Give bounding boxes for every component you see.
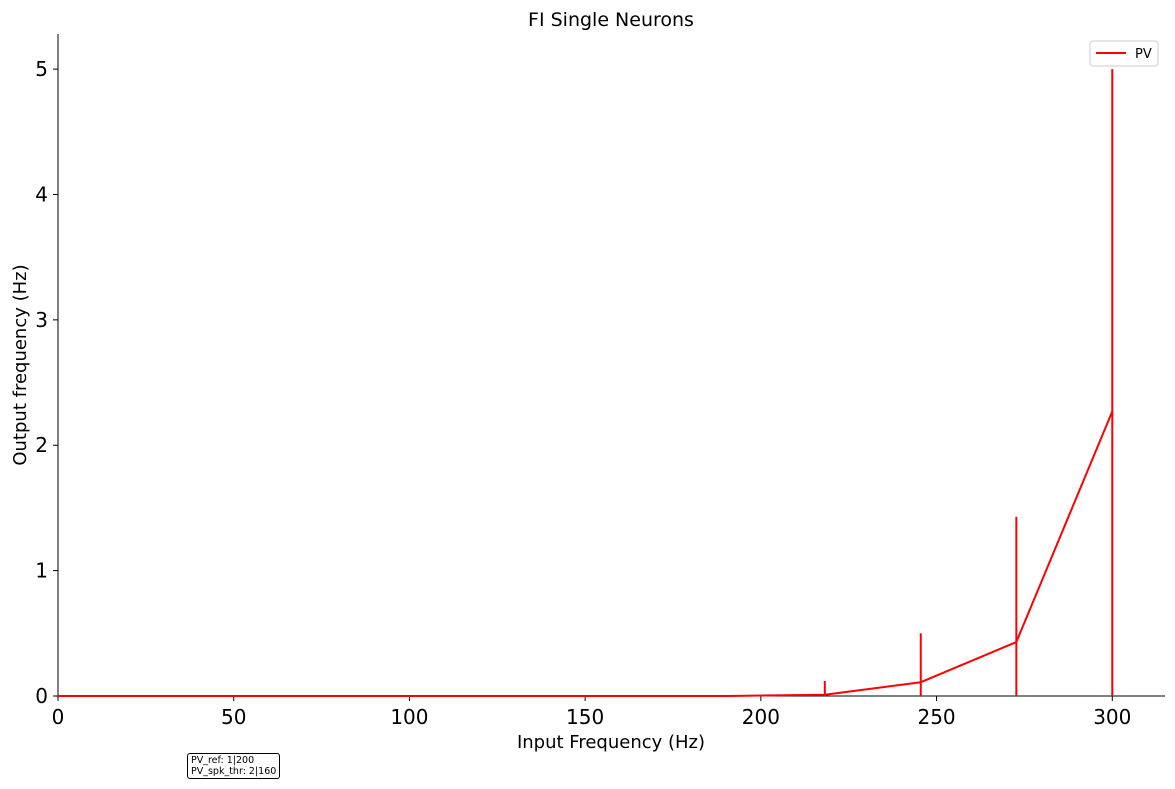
y-tick-label: 2 <box>35 433 48 457</box>
annotation-line-spk-thr: PV_spk_thr: 2|160 <box>191 766 277 777</box>
x-tick-label: 100 <box>390 705 428 729</box>
ticks: 0 50 100 150 200 250 300 0 1 2 3 4 5 <box>35 57 1131 729</box>
y-axis-label: Output frequency (Hz) <box>10 264 31 465</box>
parameter-annotation: PV_ref: 1|200 PV_spk_thr: 2|160 <box>187 753 281 779</box>
y-tick-label: 5 <box>35 57 48 81</box>
axes <box>57 34 1165 697</box>
y-tick-label: 0 <box>35 684 48 708</box>
x-tick-label: 250 <box>917 705 955 729</box>
x-tick-label: 150 <box>566 705 604 729</box>
x-tick-label: 0 <box>52 705 65 729</box>
x-axis-label: Input Frequency (Hz) <box>517 732 705 753</box>
annotation-line-ref: PV_ref: 1|200 <box>191 755 255 766</box>
y-tick-label: 4 <box>35 182 48 206</box>
series-layer <box>58 69 1114 697</box>
series-line-pv <box>58 411 1114 697</box>
y-tick-label: 1 <box>35 559 48 583</box>
chart-title: FI Single Neurons <box>528 9 694 31</box>
x-tick-label: 50 <box>221 705 246 729</box>
y-tick-label: 3 <box>35 308 48 332</box>
legend-label: PV <box>1135 47 1152 62</box>
x-tick-label: 300 <box>1093 705 1131 729</box>
legend: PV <box>1089 40 1159 67</box>
x-tick-label: 200 <box>742 705 780 729</box>
